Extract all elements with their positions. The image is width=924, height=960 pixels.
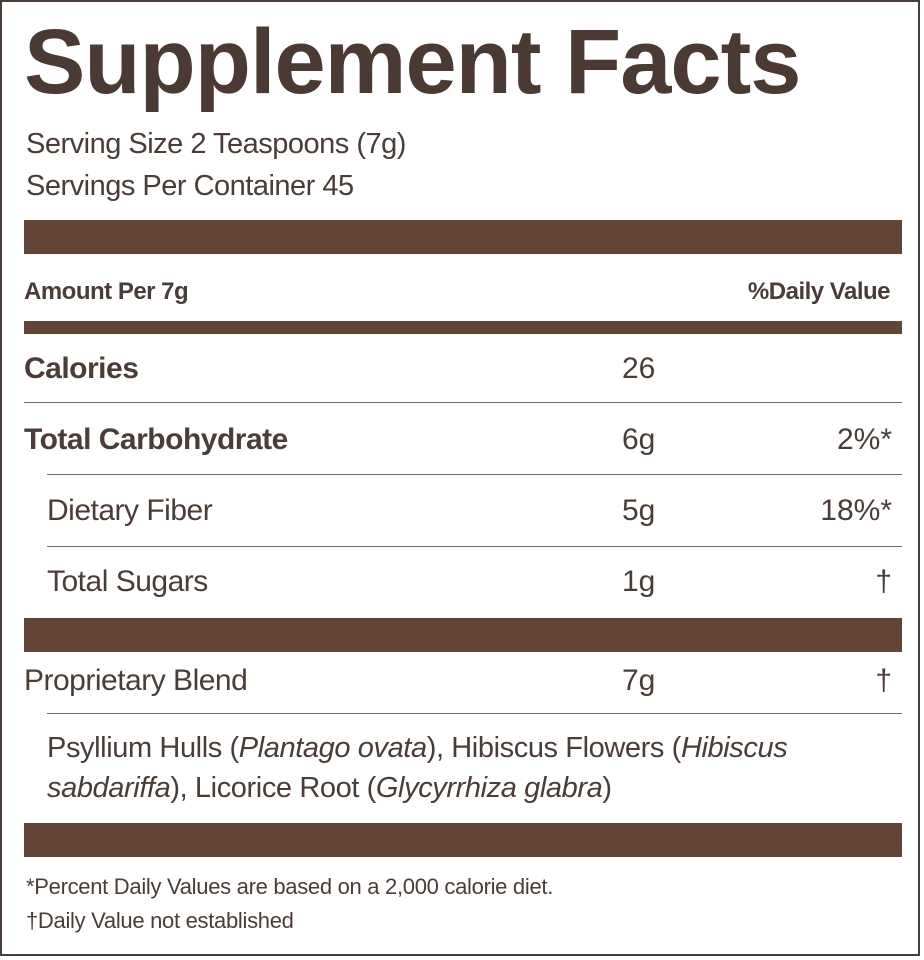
nutrient-row-proprietary-blend: Proprietary Blend 7g † <box>24 646 892 716</box>
ingredient-latin-name: Hibiscus sabdariffa <box>47 732 788 804</box>
ingredient-latin-name: Glycyrrhiza glabra <box>375 772 603 804</box>
nutrient-row-total-carbohydrate: Total Carbohydrate 6g 2%* <box>24 405 892 475</box>
nutrient-dv: † <box>875 664 892 697</box>
row-divider <box>47 474 902 475</box>
nutrient-row-dietary-fiber: Dietary Fiber 5g 18%* <box>24 476 892 546</box>
nutrient-dv: 2%* <box>836 423 892 456</box>
thick-divider <box>24 823 902 857</box>
footnote-daily-value: *Percent Daily Values are based on a 2,0… <box>26 874 554 899</box>
nutrient-name: Dietary Fiber <box>47 494 213 527</box>
nutrient-amount: 6g <box>622 423 656 456</box>
ingredient-text: ) <box>602 772 612 804</box>
nutrient-name: Calories <box>24 352 139 385</box>
nutrient-amount: 5g <box>622 494 656 527</box>
thick-divider <box>24 220 902 254</box>
ingredient-text: ), Licorice Root ( <box>170 772 376 804</box>
daily-value-header: %Daily Value <box>747 278 891 305</box>
label-title: Supplement Facts <box>24 11 801 113</box>
ingredients-list: Psyllium Hulls (Plantago ovata), Hibiscu… <box>47 728 897 808</box>
nutrient-row-calories: Calories 26 <box>24 334 892 404</box>
nutrient-name: Total Sugars <box>47 565 208 598</box>
nutrient-amount: 1g <box>622 565 656 598</box>
thick-divider <box>24 618 902 652</box>
nutrient-dv: 18%* <box>820 494 892 527</box>
serving-size: Serving Size 2 Teaspoons (7g) <box>26 128 406 160</box>
nutrient-amount: 7g <box>622 664 656 697</box>
ingredient-text: Psyllium Hulls ( <box>47 732 239 764</box>
ingredient-latin-name: Plantago ovata <box>238 732 427 764</box>
row-divider <box>24 402 902 403</box>
nutrient-name: Proprietary Blend <box>24 664 248 697</box>
nutrient-dv: † <box>875 565 892 598</box>
nutrient-amount: 26 <box>622 352 656 385</box>
amount-per-header: Amount Per 7g <box>24 278 189 305</box>
nutrient-row-total-sugars: Total Sugars 1g † <box>24 547 892 617</box>
nutrient-name: Total Carbohydrate <box>24 423 288 456</box>
medium-divider <box>24 321 902 334</box>
footnote-not-established: †Daily Value not established <box>26 908 294 933</box>
servings-per-container: Servings Per Container 45 <box>26 170 354 202</box>
ingredient-text: ), Hibiscus Flowers ( <box>426 732 682 764</box>
row-divider <box>47 546 902 547</box>
row-divider <box>47 713 902 714</box>
